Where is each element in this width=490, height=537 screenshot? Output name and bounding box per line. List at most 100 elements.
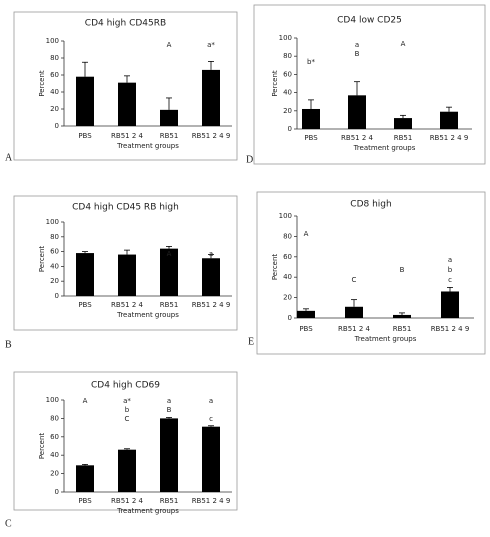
- y-tick-label: 20: [50, 470, 59, 478]
- annotation: c: [209, 415, 213, 423]
- annotation: A: [83, 397, 88, 405]
- y-tick-label: 80: [50, 414, 59, 422]
- x-tick-label: RB51 2 4: [341, 134, 373, 142]
- y-tick-label: 60: [50, 248, 59, 256]
- panel-letter: B: [5, 339, 12, 350]
- y-tick-label: 100: [46, 37, 59, 45]
- x-tick-label: RB51: [394, 134, 413, 142]
- annotation: C: [352, 276, 357, 284]
- annotation: b*: [307, 58, 315, 66]
- x-tick-label: RB51 2 4: [111, 132, 143, 140]
- annotation: A: [167, 250, 172, 258]
- x-tick-label: RB51 2 4 9: [192, 497, 231, 505]
- y-tick-label: 0: [288, 314, 292, 322]
- bar: [440, 111, 458, 129]
- annotation: A: [304, 230, 309, 238]
- annotation: a*: [207, 41, 215, 49]
- bar: [76, 253, 94, 296]
- y-tick-label: 40: [283, 89, 292, 97]
- y-tick-label: 100: [46, 396, 59, 404]
- annotation: a: [167, 397, 171, 405]
- x-tick-label: PBS: [78, 132, 92, 140]
- annotation: c: [448, 276, 452, 284]
- y-tick-label: 80: [283, 52, 292, 60]
- chart-title: CD4 high CD45RB: [85, 19, 166, 29]
- y-axis-label: Percent: [38, 70, 46, 97]
- bar: [118, 449, 136, 492]
- y-tick-label: 100: [279, 34, 292, 42]
- bar: [393, 314, 411, 318]
- x-axis-label: Treatment groups: [354, 335, 417, 343]
- annotation: B: [400, 266, 405, 274]
- panel-letter: C: [5, 518, 12, 529]
- annotation: A: [167, 41, 172, 49]
- y-tick-label: 60: [50, 433, 59, 441]
- annotation: a: [209, 250, 213, 258]
- bar: [202, 258, 220, 296]
- x-axis-label: Treatment groups: [116, 142, 179, 150]
- chart-title: CD4 high CD69: [91, 381, 160, 391]
- y-tick-label: 0: [288, 125, 292, 133]
- y-tick-label: 60: [283, 70, 292, 78]
- annotation: a: [209, 397, 213, 405]
- y-tick-label: 20: [50, 277, 59, 285]
- x-tick-label: PBS: [304, 134, 318, 142]
- x-tick-label: PBS: [78, 301, 92, 309]
- x-tick-label: PBS: [78, 497, 92, 505]
- bar: [202, 426, 220, 492]
- y-axis-label: Percent: [38, 246, 46, 273]
- bar: [202, 69, 220, 126]
- x-tick-label: PBS: [299, 325, 313, 333]
- x-tick-label: RB51 2 4 9: [430, 134, 469, 142]
- y-tick-label: 20: [283, 294, 292, 302]
- chart-title: CD4 low CD25: [337, 16, 402, 26]
- bar: [348, 95, 366, 129]
- x-tick-label: RB51: [160, 497, 179, 505]
- annotation: b: [448, 266, 453, 274]
- y-tick-label: 60: [283, 253, 292, 261]
- chart-title: CD4 high CD45 RB high: [72, 203, 179, 213]
- x-tick-label: RB51 2 4 9: [192, 301, 231, 309]
- x-tick-label: RB51: [393, 325, 412, 333]
- chart-title: CD8 high: [350, 200, 391, 210]
- y-tick-label: 80: [50, 54, 59, 62]
- y-tick-label: 40: [50, 451, 59, 459]
- bar: [394, 118, 412, 129]
- bar: [302, 108, 320, 129]
- bar: [76, 465, 94, 492]
- y-tick-label: 20: [50, 105, 59, 113]
- annotation: A: [401, 40, 406, 48]
- annotation: B: [355, 50, 360, 58]
- x-tick-label: RB51 2 4 9: [192, 132, 231, 140]
- y-axis-label: Percent: [38, 433, 46, 460]
- x-tick-label: RB51: [160, 132, 179, 140]
- x-tick-label: RB51 2 4: [338, 325, 370, 333]
- y-tick-label: 40: [50, 262, 59, 270]
- bar: [160, 109, 178, 126]
- x-axis-label: Treatment groups: [353, 144, 416, 152]
- annotation: a: [355, 41, 359, 49]
- y-tick-label: 40: [283, 273, 292, 281]
- y-axis-label: Percent: [271, 254, 279, 281]
- y-tick-label: 80: [50, 233, 59, 241]
- x-tick-label: RB51 2 4: [111, 301, 143, 309]
- panel-letter: A: [5, 152, 13, 163]
- y-tick-label: 0: [55, 122, 59, 130]
- panel-frame: [256, 191, 486, 355]
- annotation: C: [125, 415, 130, 423]
- y-tick-label: 0: [55, 292, 59, 300]
- bar: [160, 248, 178, 296]
- y-tick-label: 100: [279, 212, 292, 220]
- bar: [118, 254, 136, 296]
- y-tick-label: 80: [283, 232, 292, 240]
- bar: [441, 291, 459, 318]
- y-tick-label: 40: [50, 88, 59, 96]
- x-tick-label: RB51 2 4: [111, 497, 143, 505]
- x-axis-label: Treatment groups: [116, 311, 179, 319]
- y-tick-label: 100: [46, 218, 59, 226]
- y-tick-label: 60: [50, 71, 59, 79]
- bar: [297, 310, 315, 318]
- y-tick-label: 0: [55, 488, 59, 496]
- bar: [160, 418, 178, 492]
- bar: [76, 76, 94, 126]
